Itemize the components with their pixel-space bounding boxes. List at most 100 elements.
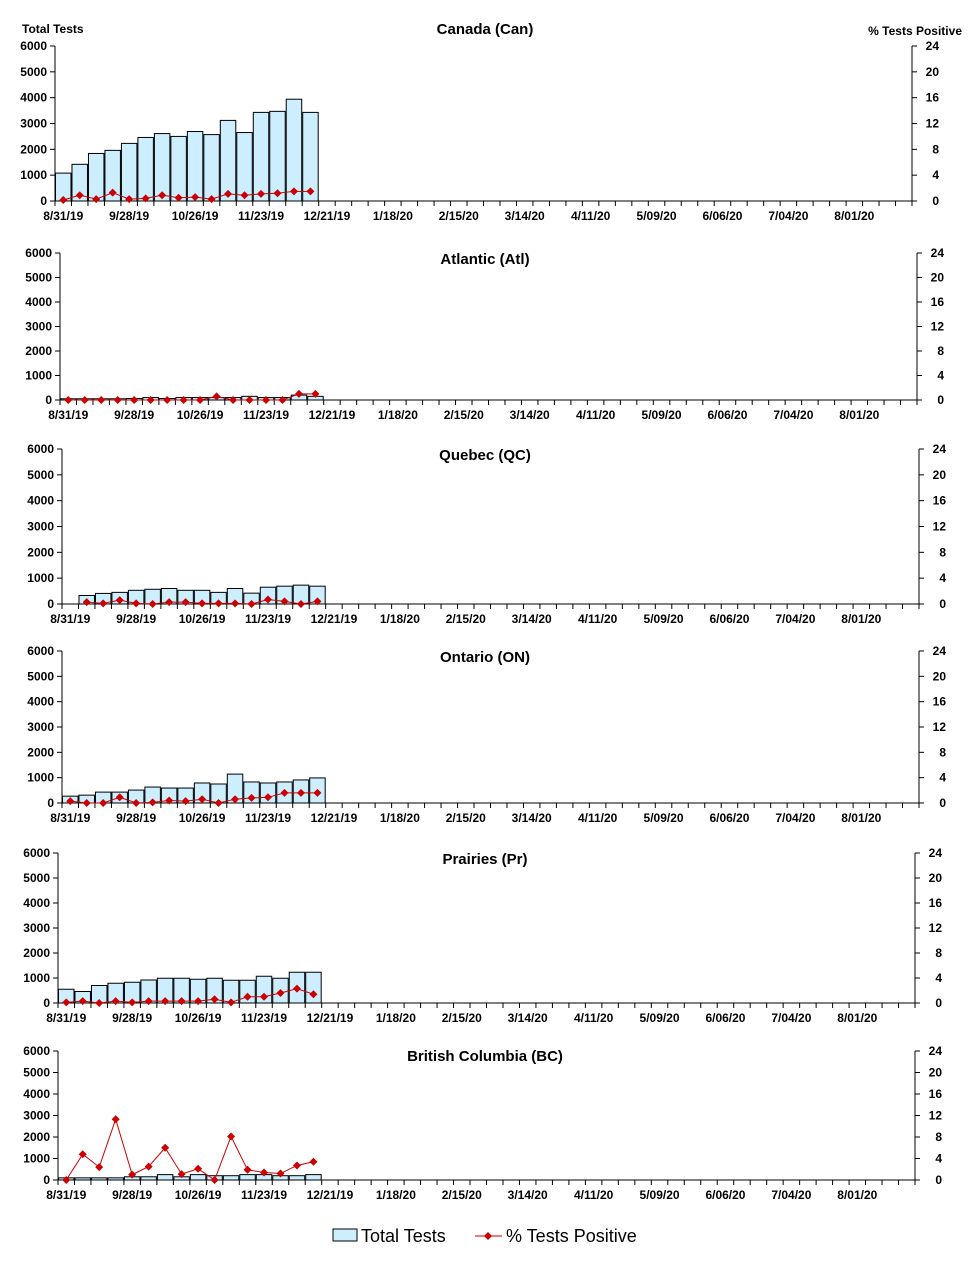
- pct-positive-marker: [177, 997, 186, 1006]
- x-tick-label: 8/31/19: [48, 408, 88, 422]
- y-tick-label: 4000: [27, 494, 54, 508]
- y-tick-label: 6000: [27, 644, 54, 658]
- y-axis-title: Total Tests: [22, 22, 84, 36]
- y-tick-label: 2000: [25, 344, 52, 358]
- y2-tick-label: 4: [939, 571, 946, 585]
- x-tick-label: 2/15/20: [444, 408, 484, 422]
- pct-positive-marker: [111, 997, 120, 1006]
- pct-positive-marker: [181, 797, 190, 806]
- x-tick-label: 1/18/20: [373, 209, 413, 223]
- y2-tick-label: 4: [935, 971, 942, 985]
- y2-tick-label: 8: [932, 142, 939, 156]
- bar: [236, 132, 253, 202]
- pct-positive-marker: [245, 396, 254, 404]
- pct-positive-marker: [148, 798, 157, 807]
- x-tick-label: 7/04/20: [775, 811, 815, 825]
- y2-tick-label: 8: [937, 344, 944, 358]
- y2-tick-label: 4: [935, 1152, 942, 1166]
- y2-tick-label: 16: [926, 91, 940, 105]
- x-tick-label: 8/01/20: [837, 1011, 877, 1025]
- pct-positive-marker: [80, 396, 89, 404]
- bar: [219, 119, 237, 202]
- pct-positive-marker: [294, 389, 303, 398]
- pct-positive-marker: [82, 598, 91, 607]
- y-tick-label: 1000: [27, 771, 54, 785]
- x-tick-label: 3/14/20: [510, 408, 550, 422]
- pct-positive-marker: [177, 1170, 186, 1179]
- x-tick-label: 9/28/19: [112, 1188, 152, 1202]
- y2-tick-label: 20: [929, 1066, 943, 1080]
- y-tick-label: 0: [47, 597, 54, 611]
- legend-marker-swatch: [484, 1232, 492, 1240]
- y-tick-label: 5000: [27, 669, 54, 683]
- y-tick-label: 5000: [20, 65, 47, 79]
- pct-positive-marker: [309, 990, 318, 999]
- x-tick-label: 7/04/20: [773, 408, 813, 422]
- y2-tick-label: 8: [935, 946, 942, 960]
- pct-positive-marker: [128, 1170, 137, 1179]
- x-tick-label: 2/15/20: [439, 209, 479, 223]
- x-tick-label: 12/21/19: [311, 811, 358, 825]
- bar: [269, 110, 286, 202]
- panel-title: British Columbia (BC): [407, 1048, 563, 1065]
- y2-tick-label: 16: [933, 695, 947, 709]
- pct-positive-marker: [158, 191, 167, 200]
- x-tick-label: 2/15/20: [442, 1011, 482, 1025]
- pct-positive-marker: [194, 1164, 203, 1173]
- panel-0: Canada (Can) Total Tests % Tests Positive 0…: [20, 21, 962, 223]
- x-tick-label: 2/15/20: [446, 612, 486, 626]
- pct-positive-marker: [165, 598, 174, 607]
- pct-positive-marker: [264, 793, 273, 802]
- pct-positive-line: [66, 988, 314, 1004]
- y2-tick-label: 20: [929, 871, 943, 885]
- y-tick-label: 6000: [25, 246, 52, 260]
- pct-positive-marker: [292, 1161, 301, 1170]
- panel-title: Prairies (Pr): [442, 851, 527, 868]
- pct-positive-marker: [62, 998, 71, 1007]
- pct-positive-marker: [198, 599, 207, 608]
- x-tick-label: 3/14/20: [512, 811, 552, 825]
- pct-positive-marker: [280, 597, 289, 606]
- pct-positive-marker: [207, 195, 216, 204]
- x-tick-label: 3/14/20: [512, 612, 552, 626]
- bar: [288, 1175, 306, 1181]
- pct-positive-marker: [113, 396, 122, 404]
- pct-positive-marker: [92, 195, 101, 204]
- x-tick-label: 7/04/20: [771, 1011, 811, 1025]
- y2-tick-label: 12: [931, 320, 945, 334]
- pct-positive-marker: [306, 187, 315, 196]
- y-tick-label: 4000: [25, 295, 52, 309]
- pct-positive-marker: [128, 998, 137, 1007]
- bar: [239, 1174, 256, 1181]
- y-tick-label: 3000: [20, 117, 47, 131]
- y2-tick-label: 0: [935, 996, 942, 1010]
- y-tick-label: 5000: [27, 468, 54, 482]
- pct-positive-marker: [174, 193, 183, 202]
- y2-tick-label: 24: [929, 846, 943, 860]
- pct-positive-marker: [179, 396, 188, 404]
- x-tick-label: 9/28/19: [114, 408, 154, 422]
- pct-positive-marker: [115, 596, 124, 605]
- pct-positive-marker: [243, 1165, 252, 1174]
- pct-positive-marker: [163, 396, 172, 404]
- bar: [189, 1174, 207, 1181]
- panel-title: Atlantic (Atl): [440, 251, 529, 268]
- pct-positive-marker: [198, 795, 207, 804]
- pct-positive-marker: [313, 788, 322, 797]
- pct-positive-marker: [66, 797, 75, 806]
- y2-tick-label: 12: [926, 117, 940, 131]
- x-tick-label: 2/15/20: [446, 811, 486, 825]
- y-tick-label: 2000: [23, 946, 50, 960]
- y2-tick-label: 16: [929, 896, 943, 910]
- x-tick-label: 8/01/20: [837, 1188, 877, 1202]
- panel-4: Prairies (Pr) 0 1000 2000 3000 4000 5000 6000 0 4…: [23, 846, 942, 1025]
- panel-title: Ontario (ON): [440, 649, 530, 666]
- y2-tick-label: 4: [939, 771, 946, 785]
- panel-1: Atlantic (Atl) 0 1000 2000 3000 4000 5000 6000 0…: [25, 246, 944, 422]
- y2-tick-label: 16: [929, 1087, 943, 1101]
- x-tick-label: 3/14/20: [508, 1188, 548, 1202]
- y2-tick-label: 0: [937, 393, 944, 407]
- y-tick-label: 3000: [27, 520, 54, 534]
- legend: Total Tests % Tests Positive: [332, 1226, 637, 1246]
